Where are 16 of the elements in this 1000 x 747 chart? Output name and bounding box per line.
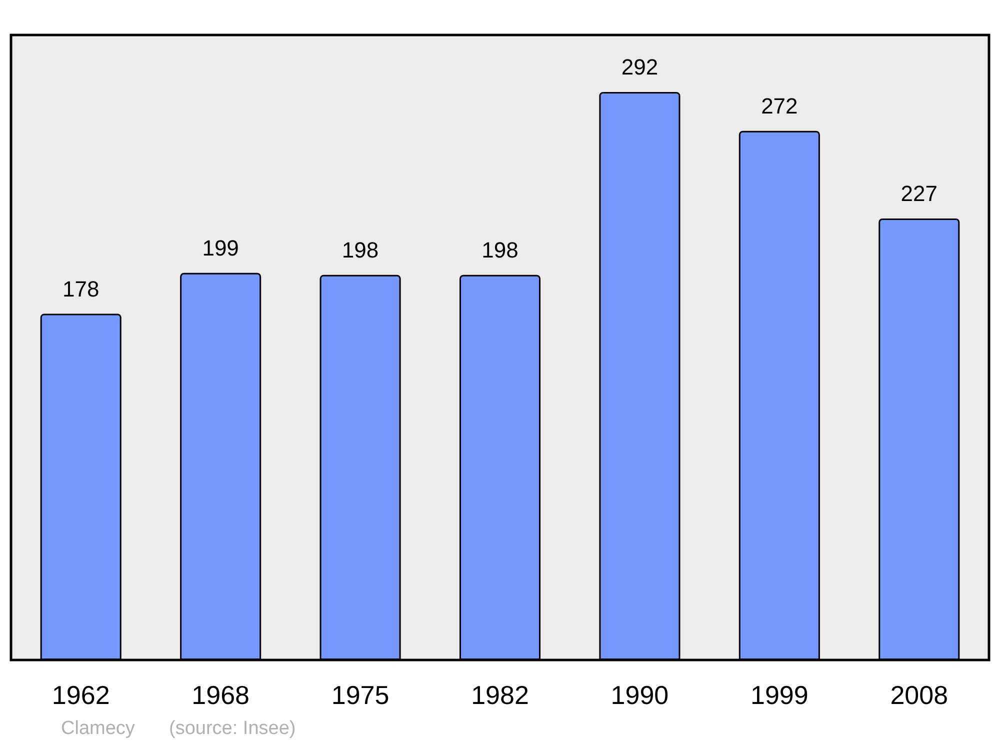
x-tick-label: 1999 <box>750 680 808 710</box>
x-tick-label: 1962 <box>52 680 110 710</box>
x-tick-label: 1968 <box>192 680 250 710</box>
x-tick-label: 1982 <box>471 680 529 710</box>
x-tick-label: 1990 <box>610 680 669 710</box>
data-label: 198 <box>342 237 379 262</box>
text: Clamecy <box>61 718 136 739</box>
text: (source: Insee) <box>169 718 296 739</box>
data-label: 199 <box>202 235 239 260</box>
data-label: 292 <box>621 54 658 80</box>
x-tick-label: 2008 <box>890 680 948 710</box>
data-label: 198 <box>482 237 518 262</box>
x-tick-label: 1975 <box>331 680 390 710</box>
data-label: 178 <box>62 276 100 302</box>
data-label: 227 <box>900 180 938 206</box>
data-label: 272 <box>761 93 798 118</box>
